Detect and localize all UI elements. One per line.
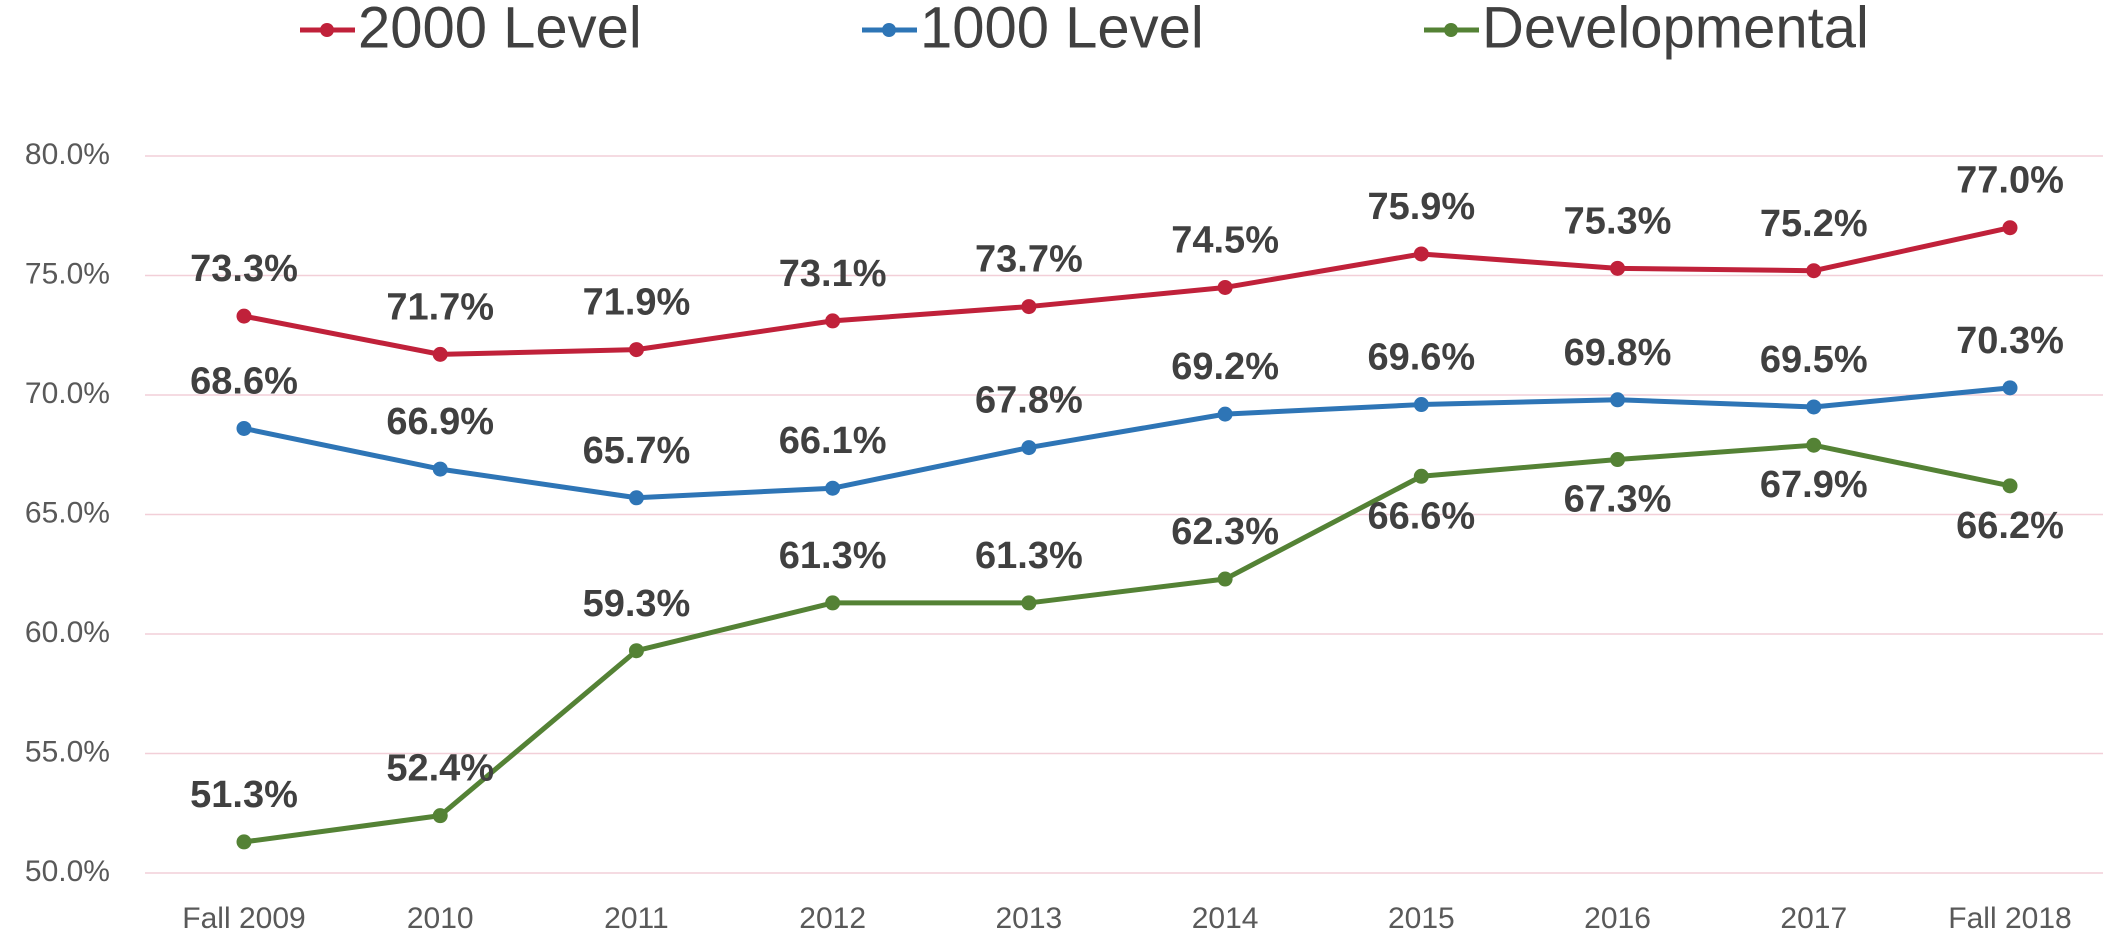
x-tick-label: 2012 (799, 902, 866, 935)
y-tick-label: 55.0% (25, 735, 110, 768)
point (236, 308, 252, 324)
point (2002, 380, 2018, 396)
point (1413, 246, 1429, 262)
point (236, 420, 252, 436)
point (1217, 571, 1233, 587)
data-label: 77.0% (1956, 160, 2064, 202)
x-tick-label: 2016 (1584, 902, 1651, 935)
data-label: 67.3% (1564, 479, 1672, 521)
series-line (243, 385, 2011, 501)
point (825, 313, 841, 329)
point (1413, 468, 1429, 484)
data-label: 52.4% (386, 748, 494, 790)
legend-marker (1444, 23, 1458, 37)
data-label: 67.9% (1760, 464, 1868, 506)
data-label: 74.5% (1171, 219, 1279, 261)
y-tick-label: 60.0% (25, 616, 110, 649)
data-label: 75.2% (1760, 203, 1868, 245)
data-label: 61.3% (779, 535, 887, 577)
x-tick-label: 2010 (407, 902, 474, 935)
point (1610, 392, 1626, 408)
point (432, 808, 448, 824)
data-label: 67.8% (975, 380, 1083, 422)
x-tick-label: Fall 2018 (1948, 902, 2071, 935)
point (825, 480, 841, 496)
point (1806, 399, 1822, 415)
data-label: 69.2% (1171, 346, 1279, 388)
x-tick-label: 2011 (604, 902, 669, 935)
point (2002, 478, 2018, 494)
data-label: 66.6% (1367, 495, 1475, 537)
data-label: 70.3% (1956, 320, 2064, 362)
legend-marker (882, 23, 896, 37)
data-label: 66.2% (1956, 505, 2064, 547)
y-tick-label: 50.0% (25, 855, 110, 888)
data-label: 68.6% (190, 360, 298, 402)
y-tick-label: 80.0% (25, 138, 110, 171)
series-line (243, 225, 2011, 357)
point (1610, 260, 1626, 276)
data-label: 73.7% (975, 239, 1083, 281)
series-line (243, 442, 2011, 845)
legend-marker (320, 23, 334, 37)
data-label: 69.5% (1760, 339, 1868, 381)
y-tick-label: 65.0% (25, 496, 110, 529)
legend-label: 2000 Level (358, 0, 642, 60)
data-label: 59.3% (583, 583, 691, 625)
point (1021, 440, 1037, 456)
point (1610, 452, 1626, 468)
data-label: 73.1% (779, 253, 887, 295)
data-label: 73.3% (190, 248, 298, 290)
point (628, 490, 644, 506)
data-label: 75.9% (1367, 186, 1475, 228)
x-tick-label: Fall 2009 (182, 902, 305, 935)
y-tick-label: 70.0% (25, 377, 110, 410)
point (432, 346, 448, 362)
data-label: 61.3% (975, 535, 1083, 577)
x-tick-label: 2017 (1780, 902, 1847, 935)
data-label: 62.3% (1171, 511, 1279, 553)
data-label: 51.3% (190, 774, 298, 816)
point (1806, 263, 1822, 279)
legend-label: Developmental (1482, 0, 1869, 60)
point (236, 834, 252, 850)
point (1806, 437, 1822, 453)
point (432, 461, 448, 477)
point (628, 342, 644, 358)
y-tick-label: 75.0% (25, 257, 110, 290)
point (1021, 595, 1037, 611)
x-tick-label: 2014 (1192, 902, 1259, 935)
point (1217, 279, 1233, 295)
point (2002, 220, 2018, 236)
data-label: 69.6% (1367, 337, 1475, 379)
data-label: 75.3% (1564, 200, 1672, 242)
point (1217, 406, 1233, 422)
point (628, 643, 644, 659)
data-label: 69.8% (1564, 332, 1672, 374)
x-tick-label: 2013 (996, 902, 1063, 935)
x-tick-label: 2015 (1388, 902, 1455, 935)
point (1021, 299, 1037, 315)
data-label: 71.9% (583, 282, 691, 324)
point (825, 595, 841, 611)
point (1413, 397, 1429, 413)
data-label: 71.7% (386, 286, 494, 328)
data-label: 65.7% (583, 430, 691, 472)
data-label: 66.1% (779, 420, 887, 462)
data-label: 66.9% (386, 401, 494, 443)
legend-label: 1000 Level (920, 0, 1204, 60)
